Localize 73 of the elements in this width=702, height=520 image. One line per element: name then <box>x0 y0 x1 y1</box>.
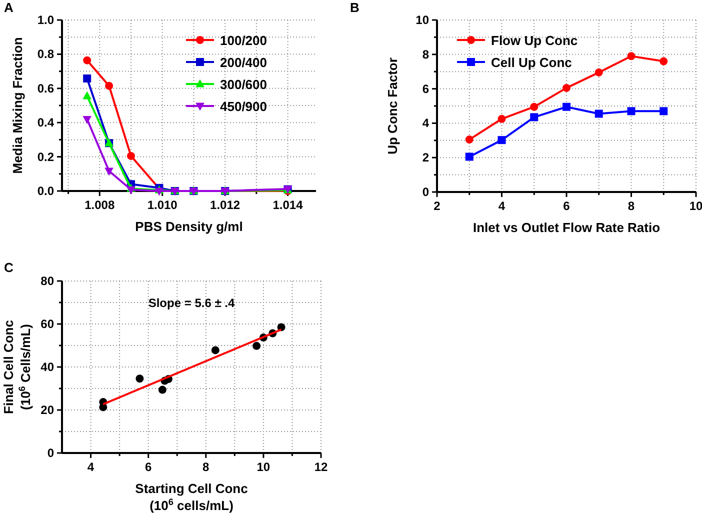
y-tick-label: 0.6 <box>37 81 54 96</box>
x-tick-label: 1.010 <box>147 198 178 212</box>
y-tick-label: 20 <box>40 403 54 417</box>
x-tick-label: 1.012 <box>210 198 240 212</box>
legend-label: Cell Up Conc <box>491 55 572 70</box>
point <box>465 152 474 161</box>
y-tick-label: 0 <box>422 185 430 199</box>
y-tick-label: 4 <box>422 116 430 130</box>
chart-title: C <box>4 260 14 275</box>
x-tick-label: 6 <box>563 199 570 213</box>
point <box>136 374 144 383</box>
y-axis-title: Media Mixing Fraction <box>10 37 25 174</box>
point <box>82 116 92 124</box>
point <box>104 168 114 176</box>
point <box>530 113 538 122</box>
point <box>82 91 92 100</box>
legend-label: 450/900 <box>220 99 267 114</box>
y-tick-label: 0.4 <box>37 116 54 130</box>
x-tick-label: 12 <box>314 460 328 474</box>
point <box>211 346 220 354</box>
legend-label: Flow Up Conc <box>491 33 578 48</box>
y-tick-label: 60 <box>40 317 54 331</box>
point <box>105 82 114 90</box>
point <box>627 52 636 60</box>
y-tick-label: 2 <box>422 150 430 165</box>
point <box>594 68 603 76</box>
legend-label: 100/200 <box>220 33 267 48</box>
chart-title: B <box>350 0 360 15</box>
point <box>562 102 570 111</box>
y-tick-label: 0.0 <box>37 184 54 198</box>
point <box>83 56 92 64</box>
y-tick-label: 6 <box>422 82 430 96</box>
y-axis-title: Up Conc Factor <box>385 58 400 154</box>
x-tick-label: 10 <box>256 460 270 474</box>
point <box>83 74 92 82</box>
x-axis-title: Inlet vs Outlet Flow Rate Ratio <box>472 220 660 235</box>
point <box>530 102 538 111</box>
point <box>562 84 570 92</box>
point <box>158 386 166 394</box>
point <box>154 188 164 196</box>
y-tick-label: 0.8 <box>37 47 54 62</box>
x-tick-label: 10 <box>689 199 702 213</box>
x-tick-label: 4 <box>498 199 506 213</box>
point <box>498 136 506 144</box>
y-tick-label: 0.2 <box>37 150 54 164</box>
point <box>660 107 668 116</box>
point <box>465 136 474 144</box>
x-tick-label: 8 <box>202 460 210 474</box>
point <box>126 186 136 194</box>
x-tick-label: 1.008 <box>84 198 115 212</box>
x-tick-label: 2 <box>434 199 441 213</box>
y-tick-label: 40 <box>40 360 54 374</box>
x-tick-label: 4 <box>87 460 94 474</box>
point <box>594 110 603 118</box>
point <box>498 114 506 123</box>
y-tick-label: 10 <box>416 13 430 27</box>
point <box>252 342 261 350</box>
x-axis-title: PBS Density g/ml <box>135 219 243 234</box>
point <box>126 152 135 160</box>
chart-title: A <box>4 0 14 15</box>
point <box>660 57 668 66</box>
x-tick-label: 1.014 <box>272 198 304 212</box>
y-tick-label: 0 <box>47 446 54 460</box>
x-axis-title: Starting Cell Conc (10$^{6}$ cells/mL) <box>135 481 248 513</box>
annotation: Slope = 5.6 ± .4 <box>148 296 235 310</box>
x-tick-label: 6 <box>144 460 152 474</box>
y-tick-label: 80 <box>40 274 54 288</box>
legend-label: 300/600 <box>220 77 267 92</box>
legend-label: 200/400 <box>220 55 267 70</box>
point <box>627 107 636 116</box>
x-tick-label: 8 <box>628 199 635 213</box>
y-tick-label: 1.0 <box>37 13 54 27</box>
y-tick-label: 8 <box>422 47 430 62</box>
